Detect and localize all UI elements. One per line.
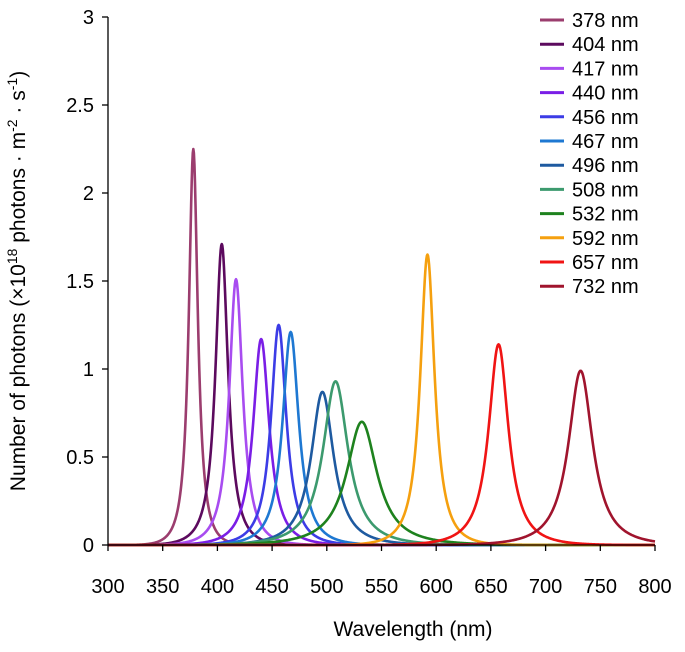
y-axis-title-part: Number of photons (×10 xyxy=(7,264,30,491)
y-axis-title-superscript: 18 xyxy=(4,248,20,264)
y-tick-label: 1 xyxy=(83,359,94,381)
series-line-456-nm xyxy=(107,323,656,547)
y-ticks: 0 0.5 1 1.5 2 2.5 3 xyxy=(66,7,108,557)
x-tick-label: 400 xyxy=(201,576,234,598)
y-tick-label: 1.5 xyxy=(66,271,94,293)
y-tick-label: 3 xyxy=(83,7,94,29)
legend-label: 508 nm xyxy=(572,179,639,201)
x-axis-title: Wavelength (nm) xyxy=(333,618,492,641)
y-axis-title: Number of photons (×1018 photons · m-2 ·… xyxy=(4,71,30,491)
x-tick-label: 600 xyxy=(420,576,453,598)
legend-label: 532 nm xyxy=(572,204,639,226)
x-tick-label: 500 xyxy=(310,576,343,598)
y-axis-title-superscript: -1 xyxy=(4,78,20,91)
legend-label: 657 nm xyxy=(572,252,639,274)
x-ticks: 300 350 400 450 500 550 600 650 700 750 800 xyxy=(91,545,672,598)
x-tick-label: 300 xyxy=(91,576,124,598)
y-tick-label: 2 xyxy=(83,183,94,205)
legend-label: 417 nm xyxy=(572,58,639,80)
x-tick-label: 350 xyxy=(146,576,179,598)
legend-label: 378 nm xyxy=(572,10,639,32)
legend-label: 404 nm xyxy=(572,34,639,56)
series-line-732-nm xyxy=(107,369,656,547)
y-tick-label: 0 xyxy=(83,535,94,557)
x-tick-label: 800 xyxy=(638,576,671,598)
y-axis-title-part: ) xyxy=(7,71,30,78)
y-tick-label: 0.5 xyxy=(66,447,94,469)
legend-label: 456 nm xyxy=(572,107,639,129)
legend-label: 592 nm xyxy=(572,228,639,250)
legend-label: 732 nm xyxy=(572,276,639,298)
x-tick-label: 700 xyxy=(529,576,562,598)
x-tick-label: 450 xyxy=(255,576,288,598)
y-axis-title-superscript: -2 xyxy=(4,119,20,132)
x-tick-label: 650 xyxy=(474,576,507,598)
series-line-532-nm xyxy=(107,420,656,547)
series-line-440-nm xyxy=(107,337,656,547)
y-axis-title-part: · s xyxy=(7,90,30,119)
legend-label: 467 nm xyxy=(572,131,639,153)
y-tick-label: 2.5 xyxy=(66,95,94,117)
x-tick-label: 750 xyxy=(584,576,617,598)
legend-label: 440 nm xyxy=(572,83,639,105)
y-axis-title-part: photons · m xyxy=(7,132,30,249)
legend-label: 496 nm xyxy=(572,155,639,177)
series-line-467-nm xyxy=(107,330,656,547)
series-line-657-nm xyxy=(107,343,656,547)
x-tick-label: 550 xyxy=(365,576,398,598)
